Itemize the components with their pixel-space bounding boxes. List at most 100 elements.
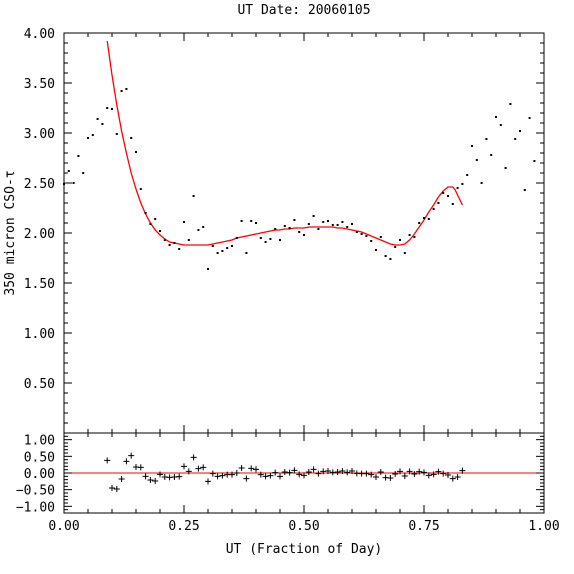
data-point — [528, 117, 531, 119]
y-tick-label: 3.50 — [24, 77, 55, 92]
residual-point — [243, 475, 250, 482]
residual-point — [262, 473, 269, 480]
data-point — [106, 107, 109, 109]
data-point — [355, 231, 358, 233]
y-tick-label: 0.50 — [24, 377, 55, 392]
data-point — [173, 242, 176, 244]
data-point — [495, 116, 497, 118]
residual-y-tick-label: −0.50 — [16, 484, 55, 499]
data-point — [408, 234, 411, 236]
residual-point — [219, 472, 226, 479]
data-point — [322, 221, 325, 223]
residual-point — [310, 466, 317, 473]
data-point — [327, 220, 329, 222]
residual-point — [373, 474, 379, 480]
residual-point — [301, 472, 307, 479]
data-point — [139, 188, 142, 190]
data-point — [423, 217, 425, 219]
y-tick-label: 4.00 — [24, 27, 55, 42]
residual-y-tick-label: 0.00 — [24, 467, 55, 482]
residual-point — [147, 477, 154, 483]
data-point — [96, 118, 99, 120]
residual-point — [421, 469, 427, 476]
residual-point — [440, 470, 447, 477]
data-point — [466, 174, 469, 176]
residual-point — [296, 471, 303, 478]
data-point — [216, 252, 219, 254]
residual-point — [113, 486, 120, 492]
data-point — [125, 88, 128, 90]
data-point — [370, 240, 373, 242]
data-point — [144, 212, 147, 214]
data-point — [211, 245, 214, 247]
residual-point — [454, 474, 461, 480]
data-point — [389, 258, 392, 260]
residual-point — [109, 485, 115, 491]
data-point — [360, 233, 363, 235]
data-point — [101, 123, 104, 125]
x-tick-label: 0.50 — [288, 519, 319, 534]
data-point — [451, 203, 454, 205]
data-point — [514, 138, 517, 140]
residual-y-tick-label: −1.00 — [16, 500, 55, 515]
residual-point — [152, 478, 159, 484]
residual-point — [291, 467, 298, 474]
y-tick-label: 2.50 — [24, 177, 55, 192]
data-point — [418, 222, 421, 224]
data-point — [77, 155, 80, 157]
data-point — [341, 221, 344, 223]
residual-point — [142, 473, 149, 480]
residual-point — [195, 465, 202, 472]
data-point — [82, 172, 85, 174]
fit-curve — [106, 40, 463, 246]
data-point — [331, 224, 334, 226]
x-tick-label: 0.25 — [168, 519, 199, 534]
data-point — [67, 170, 70, 172]
data-point — [226, 247, 229, 249]
residual-point — [416, 468, 423, 475]
data-point — [274, 228, 277, 230]
residual-point — [185, 468, 192, 475]
residual-point — [349, 468, 355, 474]
data-point — [197, 229, 200, 231]
data-point — [72, 182, 75, 184]
data-point — [120, 90, 123, 92]
data-point — [288, 227, 291, 229]
data-point — [471, 145, 473, 147]
data-point — [154, 218, 157, 220]
residual-point — [253, 466, 259, 473]
data-point — [192, 195, 195, 197]
data-point — [475, 159, 478, 161]
y-axis-label: 350 micron CSO-τ — [3, 170, 18, 295]
residual-point — [377, 469, 384, 475]
data-point — [351, 223, 353, 225]
x-tick-label: 0.00 — [48, 519, 79, 534]
data-point — [307, 223, 310, 225]
residual-point — [305, 469, 312, 475]
data-point — [375, 249, 377, 251]
data-point — [135, 151, 137, 153]
residual-point — [238, 465, 245, 471]
data-point — [183, 221, 185, 223]
data-point — [533, 160, 536, 162]
data-point — [250, 220, 253, 222]
x-tick-label: 1.00 — [528, 519, 559, 534]
data-point — [245, 252, 248, 254]
residual-y-tick-label: 1.00 — [24, 434, 55, 449]
residual-point — [209, 470, 216, 477]
residual-point — [257, 471, 264, 478]
data-point — [159, 230, 161, 232]
residual-point — [248, 465, 255, 472]
data-point — [187, 239, 190, 241]
x-axis-label: UT (Fraction of Day) — [226, 542, 383, 557]
data-point — [456, 187, 459, 189]
residual-point — [344, 469, 351, 476]
y-tick-label: 1.00 — [24, 327, 55, 342]
data-point — [293, 219, 296, 221]
data-point — [202, 226, 205, 228]
data-point — [269, 238, 272, 240]
data-point — [485, 138, 488, 140]
residual-point — [387, 475, 394, 481]
data-point — [413, 236, 416, 238]
